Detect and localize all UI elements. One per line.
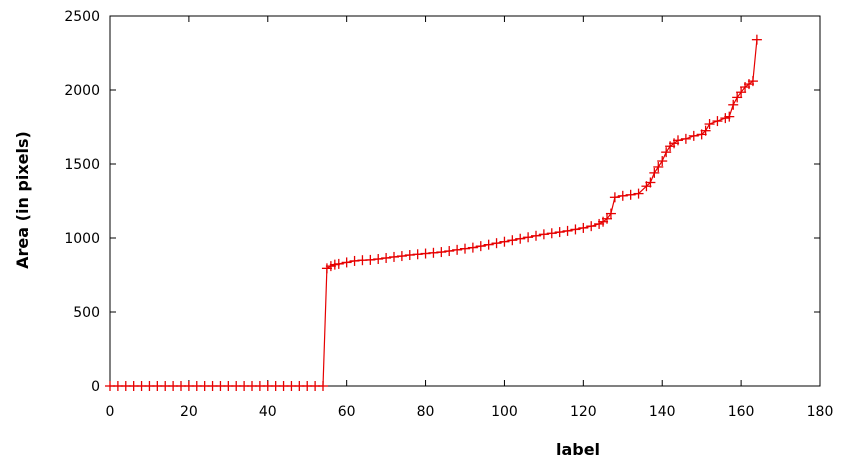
data-point-marker xyxy=(578,222,589,233)
plot-frame xyxy=(109,15,821,387)
data-point-marker xyxy=(633,188,644,199)
data-point-marker xyxy=(700,125,711,136)
y-tick-label: 500 xyxy=(73,305,100,321)
x-tick-label: 40 xyxy=(259,404,277,420)
data-point-marker xyxy=(649,167,660,178)
data-point-marker xyxy=(546,228,557,239)
data-point-marker xyxy=(404,250,415,261)
x-tick-label: 120 xyxy=(570,404,597,420)
data-point-marker xyxy=(531,230,541,241)
x-tick-label: 160 xyxy=(728,404,755,420)
y-tick-label: 2000 xyxy=(64,83,100,99)
data-point-marker xyxy=(661,147,672,158)
x-tick-label: 80 xyxy=(417,404,435,420)
data-point-marker xyxy=(475,241,486,252)
data-point-marker xyxy=(460,243,470,254)
x-tick-label: 140 xyxy=(649,404,676,420)
data-point-marker xyxy=(467,242,478,253)
x-tick-label: 100 xyxy=(491,404,518,420)
data-point-marker xyxy=(349,255,360,266)
data-point-marker xyxy=(688,130,699,141)
data-point-marker xyxy=(333,258,344,269)
data-point-marker xyxy=(680,133,691,144)
plot-border xyxy=(109,15,821,387)
data-point-marker xyxy=(554,227,565,238)
data-point-marker xyxy=(428,247,439,258)
data-point-marker xyxy=(538,229,549,240)
data-point-marker xyxy=(452,244,463,255)
y-axis-label: Area (in pixels) xyxy=(13,131,32,269)
data-point-marker xyxy=(515,233,526,244)
data-point-marker xyxy=(499,236,510,247)
y-tick-label: 1000 xyxy=(64,231,100,247)
data-point-marker xyxy=(747,76,758,87)
data-point-marker xyxy=(436,247,447,258)
axis-ticks: 0 20 40 60 80 100 120 140 160 180 0 500 1000 1500 2000… xyxy=(64,9,833,420)
data-point-marker xyxy=(751,34,762,45)
data-point-marker xyxy=(444,246,455,257)
data-point-marker xyxy=(570,224,581,235)
data-point-marker xyxy=(365,254,376,265)
data-point-marker xyxy=(586,221,597,232)
data-point-marker xyxy=(609,192,620,203)
data-point-marker xyxy=(373,254,384,265)
data-point-marker xyxy=(562,225,573,236)
data-point-marker xyxy=(724,111,735,122)
y-tick-label: 0 xyxy=(91,379,100,395)
data-point-marker xyxy=(389,251,399,262)
data-point-marker xyxy=(712,116,723,127)
data-point-marker xyxy=(704,119,715,130)
data-point-marker xyxy=(653,161,664,172)
x-tick-label: 60 xyxy=(338,404,356,420)
data-point-marker xyxy=(483,239,494,250)
data-point-marker xyxy=(728,99,739,110)
data-point-marker xyxy=(491,238,502,249)
data-point-marker xyxy=(617,190,628,201)
data-point-marker xyxy=(625,189,636,200)
x-axis-label: label xyxy=(556,440,600,459)
y-tick-label: 1500 xyxy=(64,157,100,173)
x-tick-label: 180 xyxy=(807,404,834,420)
y-tick-label: 2500 xyxy=(64,9,100,25)
data-point-marker xyxy=(736,87,747,98)
data-point-marker xyxy=(673,135,683,146)
data-point-marker xyxy=(507,235,518,246)
data-point-marker xyxy=(523,232,534,243)
data-point-marker xyxy=(381,252,392,263)
data-point-marker xyxy=(732,92,743,103)
data-point-marker xyxy=(318,381,328,391)
x-tick-label: 0 xyxy=(106,404,115,420)
data-point-marker xyxy=(412,249,423,260)
x-tick-label: 20 xyxy=(180,404,198,420)
data-point-marker xyxy=(657,156,668,167)
series-line xyxy=(110,39,758,387)
data-point-marker xyxy=(605,208,616,219)
data-point-marker xyxy=(645,177,656,188)
data-point-marker xyxy=(396,251,407,262)
data-point-marker xyxy=(341,257,352,268)
data-point-marker xyxy=(602,213,612,224)
data-point-marker xyxy=(420,248,431,259)
series-area xyxy=(105,34,762,391)
